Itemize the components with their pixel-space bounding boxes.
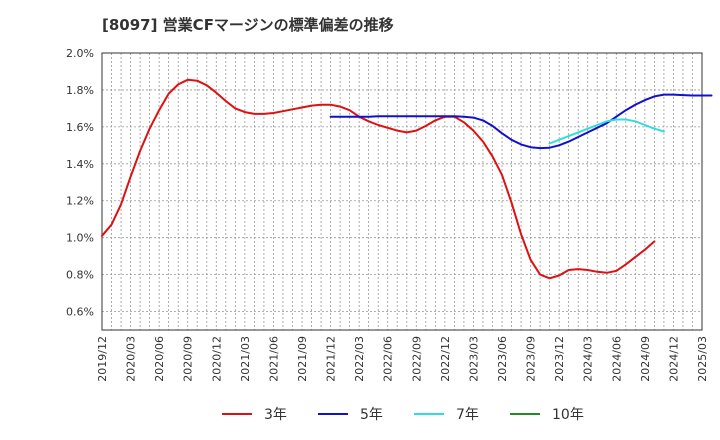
chart-title: [8097] 営業CFマージンの標準偏差の推移 [102,16,394,34]
y-tick-label: 2.0% [66,47,94,60]
x-tick-label: 2025/03 [696,336,709,382]
series-line-0 [101,78,656,280]
y-tick-label: 0.8% [66,269,94,282]
x-tick-label: 2022/06 [382,336,395,382]
x-tick-label: 2021/06 [267,336,280,382]
y-tick-label: 0.6% [66,306,94,319]
legend-label-0: 3年 [264,407,287,423]
x-tick-label: 2024/09 [639,336,652,382]
x-tick-label: 2023/06 [496,336,509,382]
legend-label-2: 7年 [456,407,479,423]
x-tick-label: 2022/03 [353,336,366,382]
x-tick-label: 2023/12 [553,336,566,382]
series-line-1 [329,93,713,150]
x-tick-label: 2024/03 [582,336,595,382]
plot-border [101,52,703,331]
x-tick-label: 2019/12 [96,336,109,382]
legend-label-3: 10年 [552,407,584,423]
x-tick-label: 2023/03 [467,336,480,382]
x-tick-label: 2020/06 [153,336,166,382]
y-tick-label: 1.6% [66,121,94,134]
x-tick-label: 2020/09 [182,336,195,382]
x-tick-label: 2023/09 [525,336,538,382]
x-tick-label: 2024/12 [667,336,680,382]
x-tick-label: 2022/09 [410,336,423,382]
y-tick-label: 1.8% [66,84,94,97]
x-tick-label: 2022/12 [439,336,452,382]
legend-label-1: 5年 [360,407,383,423]
x-tick-label: 2020/03 [125,336,138,382]
x-tick-label: 2024/06 [610,336,623,382]
series-line-2 [548,118,665,145]
x-tick-label: 2021/12 [325,336,338,382]
plot-area: 0.6% 0.8% 1.0% 1.2% 1.4% 1.6% 1.8% 2.0% 2019/12 2… [66,47,713,382]
x-tick-label: 2021/09 [296,336,309,382]
legend: 3年 5年 7年 10年 [222,407,584,423]
y-tick-label: 1.0% [66,232,94,245]
x-tick-label: 2020/12 [210,336,223,382]
x-tick-label: 2021/03 [239,336,252,382]
plot-background [102,53,702,330]
y-tick-label: 1.4% [66,158,94,171]
y-tick-label: 1.2% [66,195,94,208]
